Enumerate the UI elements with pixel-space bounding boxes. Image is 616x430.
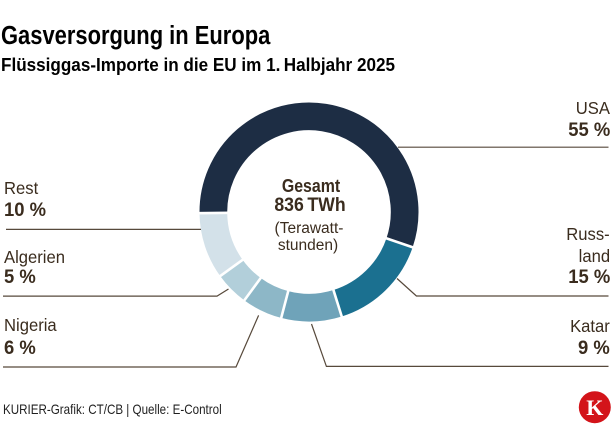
svg-text:K: K bbox=[586, 395, 603, 420]
